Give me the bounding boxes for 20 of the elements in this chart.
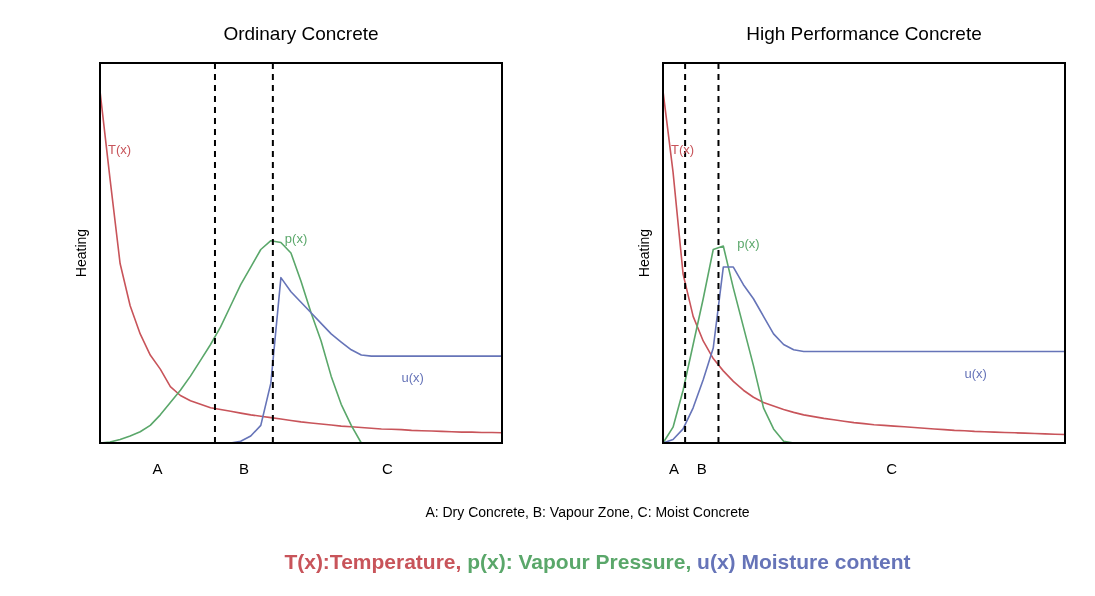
text: C — [382, 460, 394, 477]
series-label: p(x) — [284, 230, 308, 246]
series-label: p(x) — [737, 235, 760, 251]
text: u(x) Moisture content — [691, 550, 911, 573]
text: T(x):Temperature, — [284, 550, 462, 573]
text: p(x): Vapour Pressure, — [461, 550, 692, 573]
text: C — [886, 460, 898, 477]
text: B — [696, 460, 707, 477]
series-label: u(x) — [401, 370, 424, 386]
series-label: T(x) — [108, 142, 132, 158]
text: A: Dry Concrete, B: Vapour Zone, C: Moist Concrete — [425, 504, 750, 520]
series-label: u(x) — [964, 365, 987, 381]
text: A — [669, 460, 680, 477]
text: B — [238, 460, 249, 477]
series-label: T(x) — [671, 142, 695, 158]
chart-title: High Performance Concrete — [746, 23, 982, 44]
y-axis-title: Heating — [73, 228, 89, 278]
y-axis-title: Heating — [636, 228, 652, 278]
chart-title: Ordinary Concrete — [223, 23, 379, 44]
text: A — [152, 460, 163, 477]
